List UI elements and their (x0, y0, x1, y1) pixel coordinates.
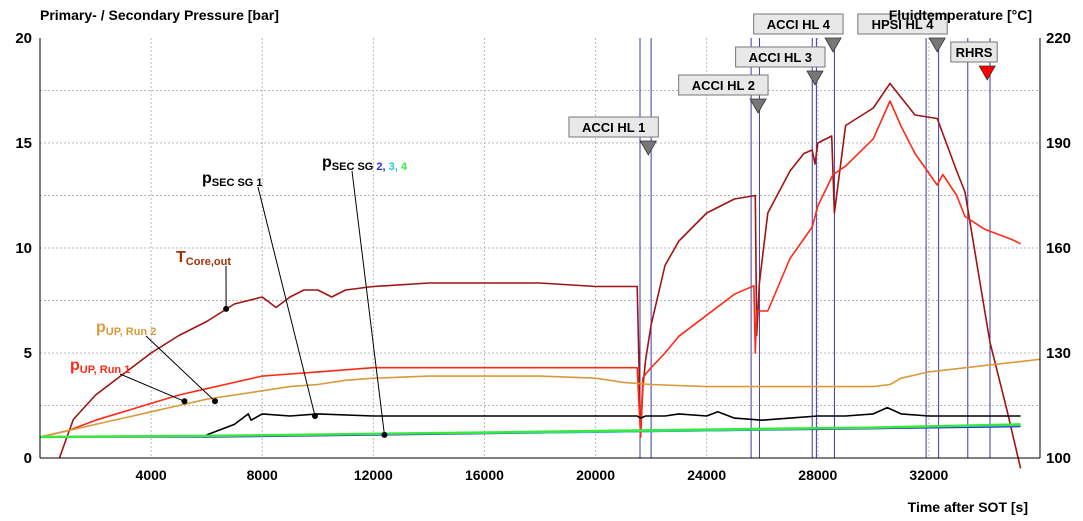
annotation-label-subscript: UP, Run 1 (80, 364, 131, 376)
y-left-tick-label: 5 (24, 345, 32, 362)
x-tick-label: 24000 (687, 467, 726, 483)
x-tick-label: 16000 (465, 467, 504, 483)
event-label: ACCI HL 2 (692, 78, 755, 93)
annotation-label: pUP, Run 2 (96, 319, 156, 338)
x-tick-label: 28000 (798, 467, 837, 483)
annotation-dot (381, 432, 387, 438)
annotation-label-main: p (70, 357, 80, 374)
y-left-tick-label: 15 (15, 135, 32, 152)
annotation-leader-line (146, 336, 215, 401)
annotation-label-main: p (96, 319, 106, 336)
annotation-label-main: p (202, 170, 212, 187)
annotation-leader-line (258, 187, 315, 416)
event-marker-triangle (825, 38, 841, 52)
event-label: ACCI HL 1 (582, 120, 645, 135)
y-axis-left-label: Primary- / Secondary Pressure [bar] (40, 7, 279, 23)
annotation-leader-line (352, 171, 384, 435)
annotation-label: TCore,out (176, 249, 231, 268)
annotation-label-subscript: SEC SG 1 (212, 177, 263, 189)
annotation-label: pSEC SG 2, 3, 4 (322, 154, 408, 173)
x-tick-label: 32000 (909, 467, 948, 483)
annotation-label-subscript-part: 4 (398, 161, 408, 173)
y-left-tick-label: 0 (24, 450, 32, 467)
x-axis-label: Time after SOT [s] (908, 499, 1028, 515)
annotation-label: pUP, Run 1 (70, 357, 130, 376)
annotation-label-subscript: SEC SG (332, 161, 374, 173)
annotation-dot (212, 398, 218, 404)
event-label: RHRS (956, 45, 993, 60)
event-marker-triangle (640, 141, 656, 155)
y-right-tick-label: 190 (1046, 135, 1071, 152)
annotation-dot (312, 413, 318, 419)
event-marker-triangle (750, 99, 766, 113)
x-tick-label: 8000 (247, 467, 278, 483)
annotation-label-subscript: Core,out (186, 256, 232, 268)
y-right-tick-label: 220 (1046, 30, 1071, 47)
annotation-leader-line (120, 374, 184, 401)
annotation-dot (181, 398, 187, 404)
event-marker-triangle (979, 66, 995, 80)
y-axis-right-label: Fluidtemperature [°C] (889, 7, 1032, 23)
y-right-tick-label: 160 (1046, 240, 1071, 257)
annotation-label-main: T (176, 249, 186, 266)
annotation-label-main: p (322, 154, 332, 171)
y-right-tick-label: 100 (1046, 450, 1071, 467)
x-tick-label: 20000 (576, 467, 615, 483)
annotation-label: pSEC SG 1 (202, 170, 263, 189)
event-label: ACCI HL 3 (749, 50, 812, 65)
series-line (59, 84, 1020, 469)
series-line (40, 359, 1040, 437)
event-marker-triangle (807, 71, 823, 85)
event-label: ACCI HL 4 (767, 17, 831, 32)
event-marker-triangle (929, 38, 945, 52)
annotation-label-subscript: UP, Run 2 (106, 326, 157, 338)
annotation-label-subscript-part: 2, (373, 161, 385, 173)
x-tick-label: 12000 (354, 467, 393, 483)
y-left-tick-label: 20 (15, 30, 32, 47)
annotation-label-subscript-part: 3, (386, 161, 398, 173)
y-right-tick-label: 130 (1046, 345, 1071, 362)
y-left-tick-label: 10 (15, 240, 32, 257)
x-tick-label: 4000 (136, 467, 167, 483)
series-line (40, 424, 1021, 437)
annotation-dot (223, 306, 229, 312)
